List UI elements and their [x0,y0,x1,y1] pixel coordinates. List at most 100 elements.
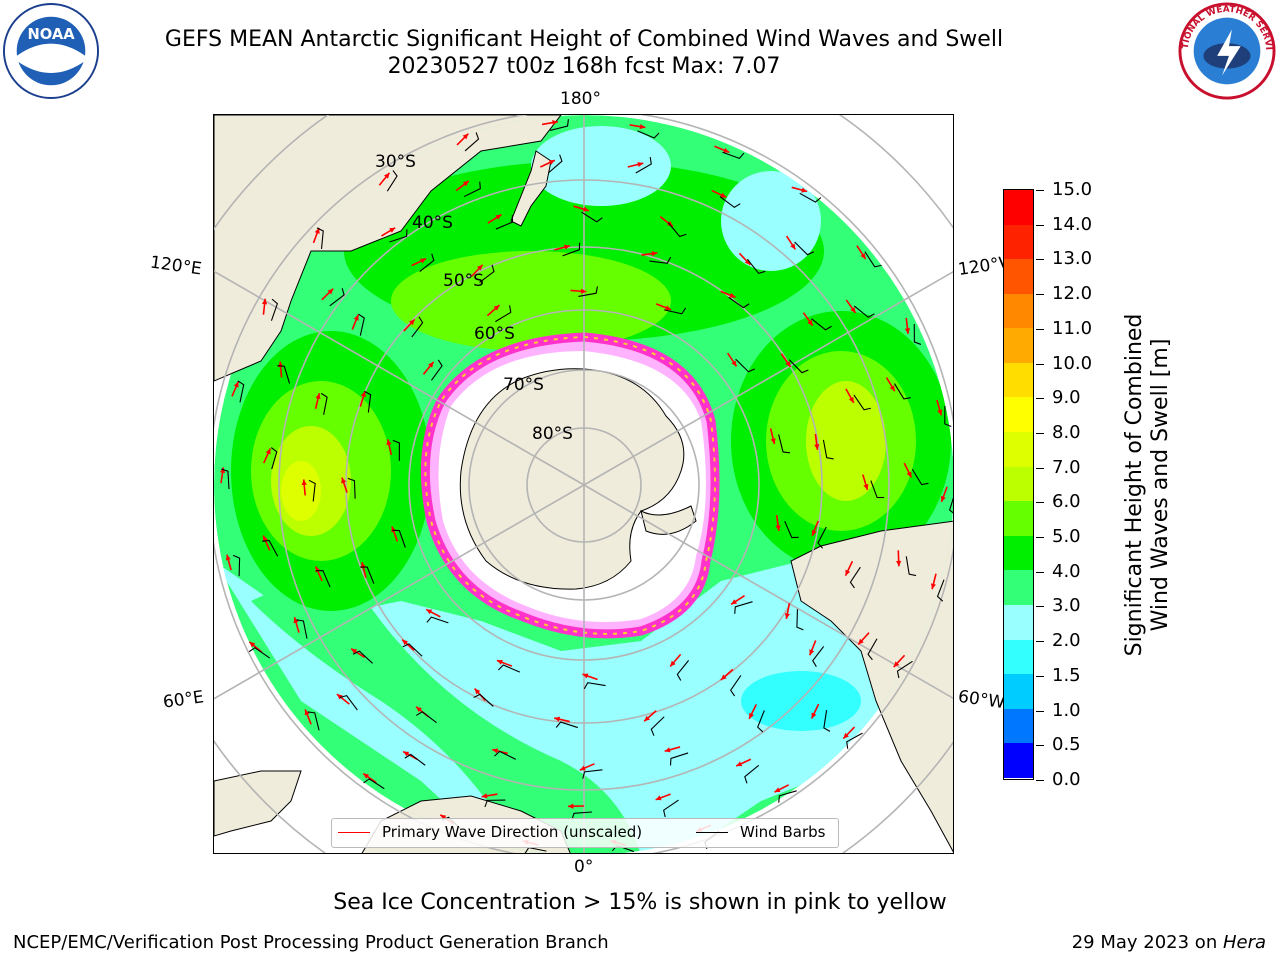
colorbar-segment [1004,224,1033,260]
wind-barb [296,619,308,639]
lat-label-30s: 30°S [375,152,416,172]
wind-barb [949,497,953,514]
wave-direction-arrowhead [420,258,427,264]
wind-barb [270,447,278,470]
wave-direction-arrowhead [493,305,500,311]
wind-barb [315,570,331,588]
wind-barb [667,222,687,238]
wave-direction-arrowhead [811,712,817,719]
polar-map [213,114,954,854]
wind-barb [237,380,245,403]
wind-barb [936,579,945,602]
wind-barb [811,318,832,331]
wave-direction-arrowhead [644,715,650,722]
wave-direction-arrowhead [858,638,864,645]
colorbar-segment [1004,190,1033,225]
colorbar-tick-label: 6.0 [1052,491,1081,513]
wave-direction-arrowhead [665,305,672,311]
wind-barb [637,130,660,139]
wave-direction-arrowhead [848,396,854,403]
wave-direction-arrowhead [389,227,396,233]
colorbar-tick-mark [1036,606,1044,608]
wave-direction-arrowhead [495,214,502,220]
wave-direction-arrowhead [723,147,730,153]
lon-label-60e: 60°E [161,687,206,713]
wave-direction-arrowhead [462,133,469,140]
wave-direction-arrowhead [582,206,589,212]
wind-barb [581,211,603,223]
wind-barb [494,750,517,760]
wind-barb [864,251,882,268]
colorbar-tick-mark [1036,710,1044,712]
wave-direction-arrowhead [416,706,422,713]
wave-direction-arrowhead [384,172,390,179]
wind-barb [757,710,765,733]
colorbar [1003,189,1034,780]
wave-direction-arrowhead [770,438,776,445]
colorbar-tick-mark [1036,502,1044,504]
wave-direction-arrowhead [426,609,433,615]
wind-barb [578,286,598,298]
wind-barb [913,323,922,345]
wave-direction-arrowhead [889,385,895,392]
legend-label-wave-direction: Primary Wave Direction (unscaled) [382,823,643,841]
graticule [214,115,953,853]
wind-barb [664,307,687,315]
wave-direction-arrowhead [351,648,358,654]
wind-barb [735,358,756,373]
wind-barb [582,769,603,779]
wind-barb [431,359,443,381]
africa-land [214,770,302,837]
wave-direction-arrowhead [937,409,943,416]
wind-barb [221,468,230,490]
wind-barb [360,566,375,584]
wind-barb [363,778,385,790]
wave-direction-arrowhead [564,244,570,250]
wave-direction-arrowhead [263,535,268,542]
wind-barb [817,526,827,549]
lat-label-60s: 60°S [474,324,515,344]
colorbar-segment [1004,708,1033,744]
wave-direction-arrowhead [249,641,256,648]
wave-direction-arrowhead [476,264,483,271]
colorbar-segment [1004,570,1033,605]
wave-direction-arrowhead [811,529,817,536]
wind-barb [649,256,672,264]
wind-barb [944,405,952,428]
colorbar-segment [1004,362,1033,398]
wind-barb [392,529,406,548]
wave-direction-arrowhead [579,765,586,771]
wind-barb [796,609,804,631]
wind-barb [669,752,689,766]
wave-direction-arrowhead [580,288,587,294]
wind-barb [404,753,426,766]
wave-direction-arrowhead [341,477,347,484]
colorbar-tick-mark [1036,571,1044,573]
legend-label-wind-barbs: Wind Barbs [740,823,826,841]
wave-direction-arrowhead [637,161,644,168]
colorbar-tick-label: 8.0 [1052,421,1081,443]
colorbar-segment [1004,501,1033,536]
wind-barb [495,305,512,323]
colorbar-tick-mark [1036,675,1044,677]
lon-label-0: 0° [574,857,594,877]
colorbar-tick-mark [1036,294,1044,296]
wind-barb [473,693,494,707]
wave-direction-arrowhead [670,660,676,667]
wave-direction-arrowhead [774,787,781,793]
wind-barb [464,132,480,152]
wave-height-field [214,115,953,853]
wind-barb [784,520,799,539]
colorbar-tick-mark [1036,328,1044,330]
wind-barb [277,365,291,384]
legend-item-wind-barbs: Wind Barbs [696,823,825,841]
wind-barb [896,660,913,679]
colorbar-segment [1004,466,1033,502]
colorbar-tick-label: 10.0 [1052,352,1093,374]
footer-host: Hera [1222,932,1266,953]
wave-direction-arrowhead [845,569,851,576]
new-zealand-land [510,150,552,227]
wave-direction-arrowhead [790,243,796,250]
colorbar-tick-mark [1036,224,1044,226]
wave-direction-arrowhead [582,673,589,679]
